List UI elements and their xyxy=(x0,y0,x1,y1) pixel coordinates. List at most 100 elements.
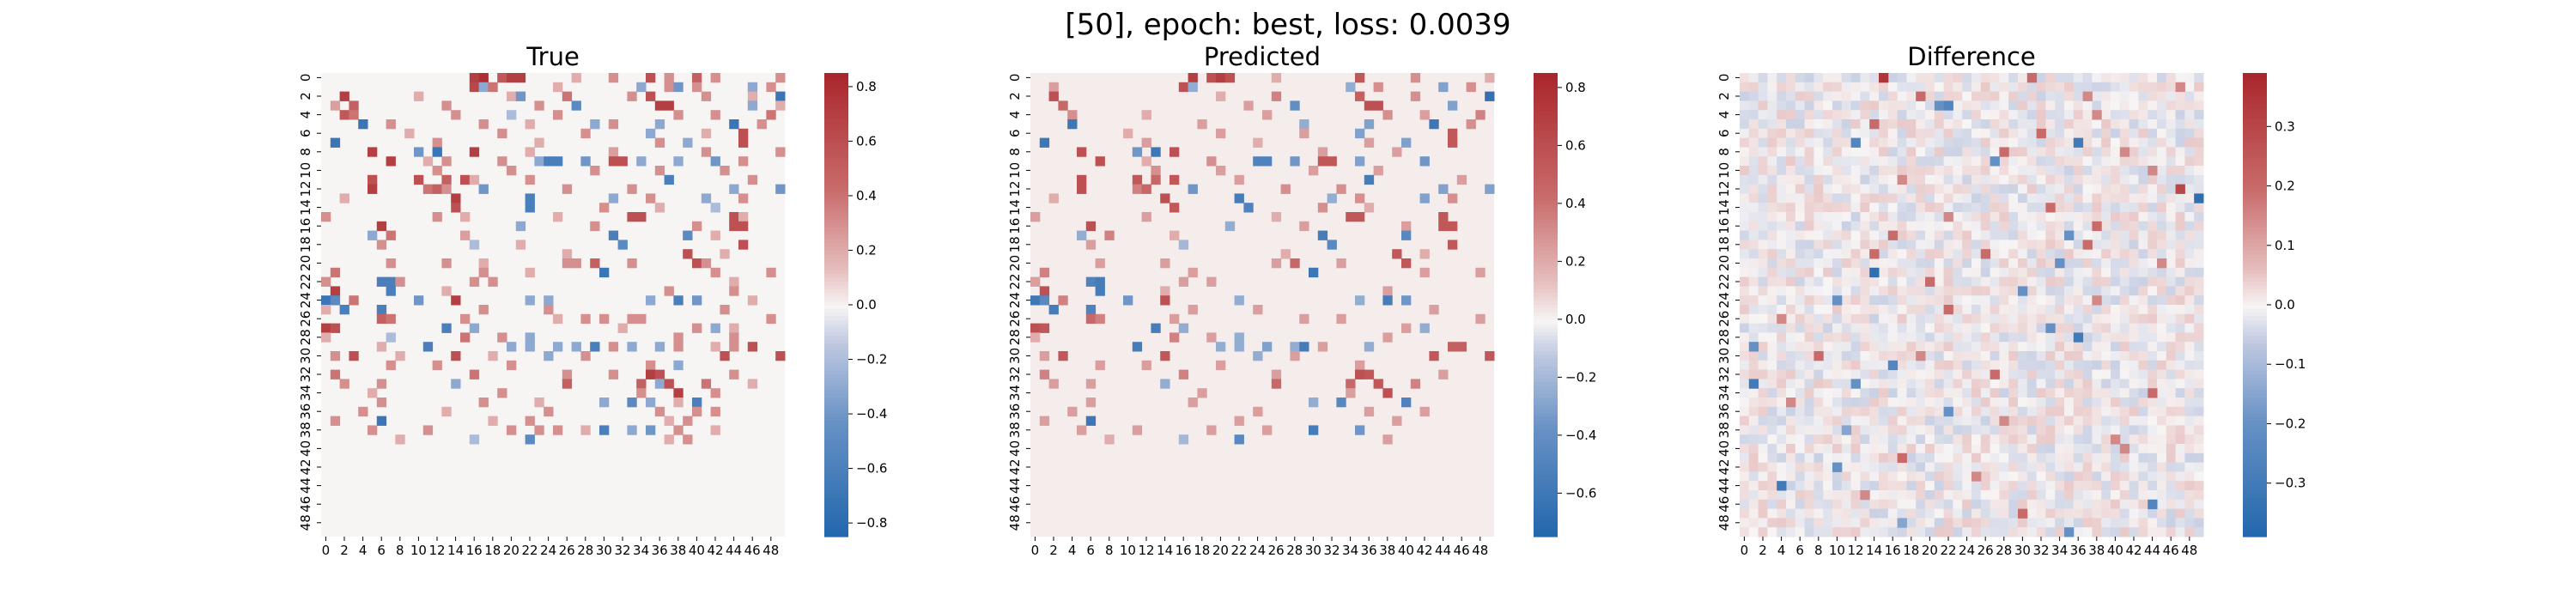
heatmap-cell xyxy=(1823,73,1833,83)
heatmap-cell xyxy=(1906,137,1917,148)
heatmap-cell xyxy=(2018,128,2028,139)
heatmap-cell xyxy=(2026,100,2038,111)
heatmap-cell xyxy=(2119,425,2130,435)
heatmap-cell xyxy=(2008,166,2019,176)
heatmap-cell xyxy=(1999,499,2009,510)
heatmap-cell xyxy=(1814,360,1824,371)
heatmap-cell xyxy=(1832,267,1843,278)
heatmap-cell xyxy=(2055,462,2065,472)
heatmap-cell xyxy=(1758,351,1768,361)
heatmap-cell xyxy=(1786,166,1796,176)
heatmap-cell xyxy=(2092,147,2102,157)
colorbar-segment xyxy=(1534,270,1558,275)
heatmap-cell xyxy=(2138,360,2148,371)
x-tick-label: 2 xyxy=(1049,543,1058,558)
heatmap-cell xyxy=(368,230,378,240)
heatmap-cell xyxy=(1795,249,1806,259)
heatmap-cell xyxy=(1832,110,1843,120)
heatmap-cell xyxy=(1767,119,1777,130)
heatmap-cell xyxy=(2064,398,2075,408)
heatmap-cell xyxy=(1243,100,1254,111)
heatmap-cell xyxy=(1887,240,1899,250)
heatmap-cell xyxy=(2073,110,2084,120)
heatmap-cell xyxy=(1860,137,1870,148)
heatmap-cell xyxy=(2138,342,2148,352)
heatmap-cell xyxy=(1906,406,1917,417)
heatmap-cell xyxy=(1879,174,1889,185)
heatmap-cell xyxy=(2119,471,2130,482)
colorbar-tick-label: −0.2 xyxy=(2275,416,2306,431)
heatmap-cell xyxy=(2166,147,2177,157)
colorbar-segment xyxy=(824,181,848,186)
heatmap-cell xyxy=(2064,110,2075,120)
heatmap-cell xyxy=(507,342,517,352)
heatmap-cell xyxy=(2101,518,2111,528)
heatmap-cell xyxy=(2073,73,2084,83)
heatmap-cell xyxy=(2138,137,2148,148)
heatmap-cell xyxy=(1869,305,1880,315)
heatmap-cell xyxy=(376,342,387,352)
heatmap-cell xyxy=(2082,360,2093,371)
heatmap-cell xyxy=(1777,156,1787,167)
heatmap-cell xyxy=(2184,369,2195,379)
heatmap-cell xyxy=(1160,286,1170,296)
heatmap-cell xyxy=(2157,313,2167,325)
heatmap-cell xyxy=(1786,518,1796,528)
heatmap-cell xyxy=(2073,342,2084,352)
heatmap-cell xyxy=(1804,128,1814,139)
heatmap-cell xyxy=(1971,313,1982,325)
colorbar-segment xyxy=(1534,398,1558,403)
heatmap-cell xyxy=(2026,295,2038,306)
heatmap-cell xyxy=(2148,128,2158,139)
heatmap-cell xyxy=(2166,313,2177,325)
colorbar-segment xyxy=(2243,416,2267,422)
heatmap-cell xyxy=(1925,388,1935,398)
colorbar-segment xyxy=(2243,143,2267,148)
y-tick-label: 2 xyxy=(298,92,313,100)
heatmap-cell xyxy=(2111,313,2121,325)
heatmap-cell xyxy=(1758,406,1768,417)
heatmap-cell xyxy=(2157,379,2167,389)
heatmap-cell xyxy=(2045,100,2056,111)
colorbar-segment xyxy=(824,475,848,480)
heatmap-cell xyxy=(1364,137,1375,148)
heatmap-cell xyxy=(469,147,480,157)
heatmap-cell xyxy=(1934,360,1945,371)
heatmap-cell xyxy=(2166,174,2177,185)
heatmap-cell xyxy=(2045,147,2056,157)
heatmap-cell xyxy=(1916,323,1926,333)
heatmap-cell xyxy=(1916,332,1926,343)
colorbar-segment xyxy=(1534,459,1558,464)
heatmap-cell xyxy=(1897,82,1907,93)
heatmap-cell xyxy=(1814,212,1824,222)
heatmap-cell xyxy=(2018,240,2028,250)
heatmap-cell xyxy=(1290,342,1300,352)
heatmap-cell xyxy=(1897,388,1907,398)
heatmap-cell xyxy=(2008,82,2019,93)
heatmap-cell xyxy=(1188,73,1198,83)
heatmap-cell xyxy=(1980,305,1991,315)
heatmap-cell xyxy=(2055,313,2065,325)
heatmap-cell xyxy=(1758,369,1768,379)
heatmap-cell xyxy=(2018,193,2028,203)
heatmap-cell xyxy=(1309,425,1319,435)
heatmap-cell xyxy=(1290,351,1300,361)
heatmap-cell xyxy=(2036,416,2046,426)
heatmap-cell xyxy=(2119,406,2130,417)
heatmap-cell xyxy=(2073,230,2084,240)
y-tick-label: 36 xyxy=(1716,404,1732,420)
colorbar-segment xyxy=(2243,266,2267,271)
heatmap-cell xyxy=(1823,119,1833,130)
heatmap-cell xyxy=(2184,82,2195,93)
y-tick-label: 44 xyxy=(298,477,313,494)
heatmap-cell xyxy=(2184,379,2195,389)
heatmap-cell xyxy=(2008,369,2019,379)
heatmap-cell xyxy=(1906,267,1917,278)
heatmap-cell xyxy=(2073,156,2084,167)
heatmap-cell xyxy=(1804,286,1814,296)
heatmap-cell xyxy=(1925,508,1935,519)
y-tick-label: 18 xyxy=(1716,236,1732,252)
heatmap-cell xyxy=(1748,305,1759,315)
heatmap-cell xyxy=(1777,360,1787,371)
heatmap-cell xyxy=(404,128,415,139)
